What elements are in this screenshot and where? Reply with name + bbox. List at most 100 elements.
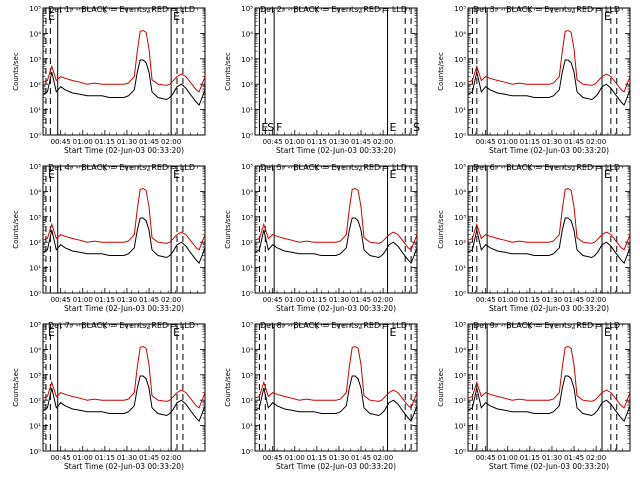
y-tick-label: 10² — [29, 239, 41, 247]
x-tick-label: 01:15 — [520, 296, 540, 304]
y-axis-label: Counts/sec — [12, 368, 20, 407]
x-tick-label: 00:45 — [263, 296, 283, 304]
y-tick-label: 10⁵ — [29, 5, 41, 13]
x-tick-label: 01:45 — [564, 454, 584, 462]
y-tick-label: 10³ — [241, 214, 253, 222]
panel-title: Det 7r - BLACK = Events, RED = LLD — [48, 321, 195, 330]
y-tick-label: 10² — [29, 397, 41, 405]
series-lld-line — [467, 187, 631, 251]
time-marker-label: E — [604, 10, 611, 23]
x-tick-label: 02:00 — [586, 454, 606, 462]
y-tick-label: 10¹ — [29, 265, 41, 273]
y-tick-label: 10⁰ — [241, 132, 253, 140]
panel-8: Det 8r - BLACK = Events, RED = LLD 10⁰ 10¹… — [224, 321, 418, 471]
series-lld-line — [254, 187, 418, 251]
x-axis-label: Start Time (02-Jun-03 00:33:20) — [276, 146, 396, 155]
x-tick-label: 01:15 — [95, 296, 115, 304]
x-tick-label: 01:45 — [139, 296, 159, 304]
x-tick-label: 01:00 — [498, 454, 518, 462]
x-tick-label: 01:45 — [139, 138, 159, 146]
x-tick-label: 01:30 — [542, 454, 562, 462]
x-axis-label: Start Time (02-Jun-03 00:33:20) — [489, 462, 609, 471]
x-tick-label: 01:45 — [139, 454, 159, 462]
panel-title: Det 8r - BLACK = Events, RED = LLD — [260, 321, 407, 330]
x-tick-label: 01:30 — [117, 138, 137, 146]
y-tick-label: 10⁴ — [29, 188, 41, 196]
plot-frame — [42, 7, 206, 136]
x-tick-label: 01:15 — [307, 296, 327, 304]
x-tick-label: 01:30 — [542, 296, 562, 304]
y-tick-label: 10⁵ — [454, 5, 466, 13]
x-tick-label: 02:00 — [373, 454, 393, 462]
panel-4: Det 4r - BLACK = Events, RED = LLD 10⁰ 10¹… — [12, 163, 206, 313]
plot-frame — [467, 323, 631, 452]
x-tick-label: 01:00 — [285, 454, 305, 462]
panel-5: Det 5r - BLACK = Events, RED = LLD 10⁰ 10¹… — [224, 163, 418, 313]
y-tick-label: 10² — [454, 81, 466, 89]
x-tick-label: 00:45 — [476, 296, 496, 304]
y-tick-label: 10⁰ — [29, 290, 41, 298]
time-marker-label: F — [276, 121, 282, 134]
time-marker-label: E — [390, 326, 397, 339]
series-lld-line — [467, 345, 631, 409]
series-lld-line — [42, 187, 206, 251]
x-tick-label: 01:00 — [73, 296, 93, 304]
y-axis-label: Counts/sec — [437, 368, 445, 407]
time-marker-label: E — [173, 168, 180, 181]
y-tick-label: 10¹ — [241, 423, 253, 431]
y-tick-label: 10² — [29, 81, 41, 89]
x-axis-label: Start Time (02-Jun-03 00:33:20) — [64, 462, 184, 471]
y-tick-label: 10³ — [454, 372, 466, 380]
panel-6: Det 6r - BLACK = Events, RED = LLD 10⁰ 10¹… — [437, 163, 631, 313]
series-lld-line — [42, 29, 206, 93]
y-axis-label: Counts/sec — [224, 368, 232, 407]
panel-title: Det 9r - BLACK = Events, RED = LLD — [473, 321, 620, 330]
plot-frame — [467, 165, 631, 294]
y-axis-label: Counts/sec — [437, 52, 445, 91]
y-tick-label: 10¹ — [454, 265, 466, 273]
y-axis-label: Counts/sec — [12, 52, 20, 91]
plot-frame — [254, 323, 418, 452]
plot-frame — [254, 165, 418, 294]
x-tick-label: 01:15 — [520, 138, 540, 146]
x-tick-label: 01:30 — [329, 454, 349, 462]
panel-3: Det 3r - BLACK = Events, RED = LLD 10⁰ 10¹… — [437, 5, 631, 155]
x-tick-label: 01:30 — [329, 296, 349, 304]
y-tick-label: 10¹ — [454, 423, 466, 431]
y-tick-label: 10¹ — [241, 107, 253, 115]
x-axis-label: Start Time (02-Jun-03 00:33:20) — [489, 146, 609, 155]
plot-frame — [42, 165, 206, 294]
panel-7: Det 7r - BLACK = Events, RED = LLD 10⁰ 10¹… — [12, 321, 206, 471]
x-tick-label: 00:45 — [51, 296, 71, 304]
y-tick-label: 10⁴ — [29, 346, 41, 354]
y-tick-label: 10⁵ — [241, 5, 253, 13]
y-axis-label: Counts/sec — [12, 210, 20, 249]
x-tick-label: 02:00 — [586, 296, 606, 304]
panel-title: Det 2r - BLACK = Events, RED = LLD — [260, 5, 407, 14]
y-tick-label: 10⁰ — [241, 448, 253, 456]
x-tick-label: 01:15 — [307, 454, 327, 462]
x-tick-label: 01:30 — [117, 296, 137, 304]
y-tick-label: 10² — [454, 239, 466, 247]
series-events-line — [42, 375, 206, 423]
time-marker-label: S — [413, 121, 420, 134]
x-tick-label: 01:45 — [351, 138, 371, 146]
panel-title: Det 3r - BLACK = Events, RED = LLD — [473, 5, 620, 14]
series-events-line — [467, 59, 631, 107]
y-tick-label: 10³ — [241, 56, 253, 64]
x-tick-label: 00:45 — [476, 138, 496, 146]
y-tick-label: 10⁴ — [241, 30, 253, 38]
y-axis-label: Counts/sec — [224, 52, 232, 91]
x-axis-label: Start Time (02-Jun-03 00:33:20) — [489, 304, 609, 313]
x-tick-label: 01:45 — [351, 454, 371, 462]
x-tick-label: 01:30 — [542, 138, 562, 146]
series-events-line — [254, 375, 418, 423]
y-tick-label: 10² — [241, 81, 253, 89]
x-tick-label: 01:00 — [498, 138, 518, 146]
x-tick-label: 01:45 — [351, 296, 371, 304]
x-tick-label: 00:45 — [51, 454, 71, 462]
y-tick-label: 10⁰ — [241, 290, 253, 298]
plot-frame — [42, 323, 206, 452]
y-tick-label: 10⁰ — [454, 290, 466, 298]
